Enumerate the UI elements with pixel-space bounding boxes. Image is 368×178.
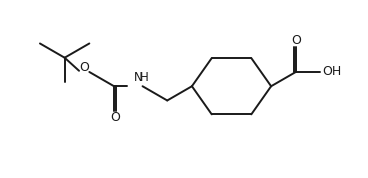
Text: N: N [134, 71, 142, 84]
Text: O: O [291, 34, 301, 47]
Text: O: O [110, 111, 120, 124]
Text: H: H [140, 71, 149, 84]
Text: O: O [79, 61, 89, 74]
Text: OH: OH [323, 66, 342, 78]
